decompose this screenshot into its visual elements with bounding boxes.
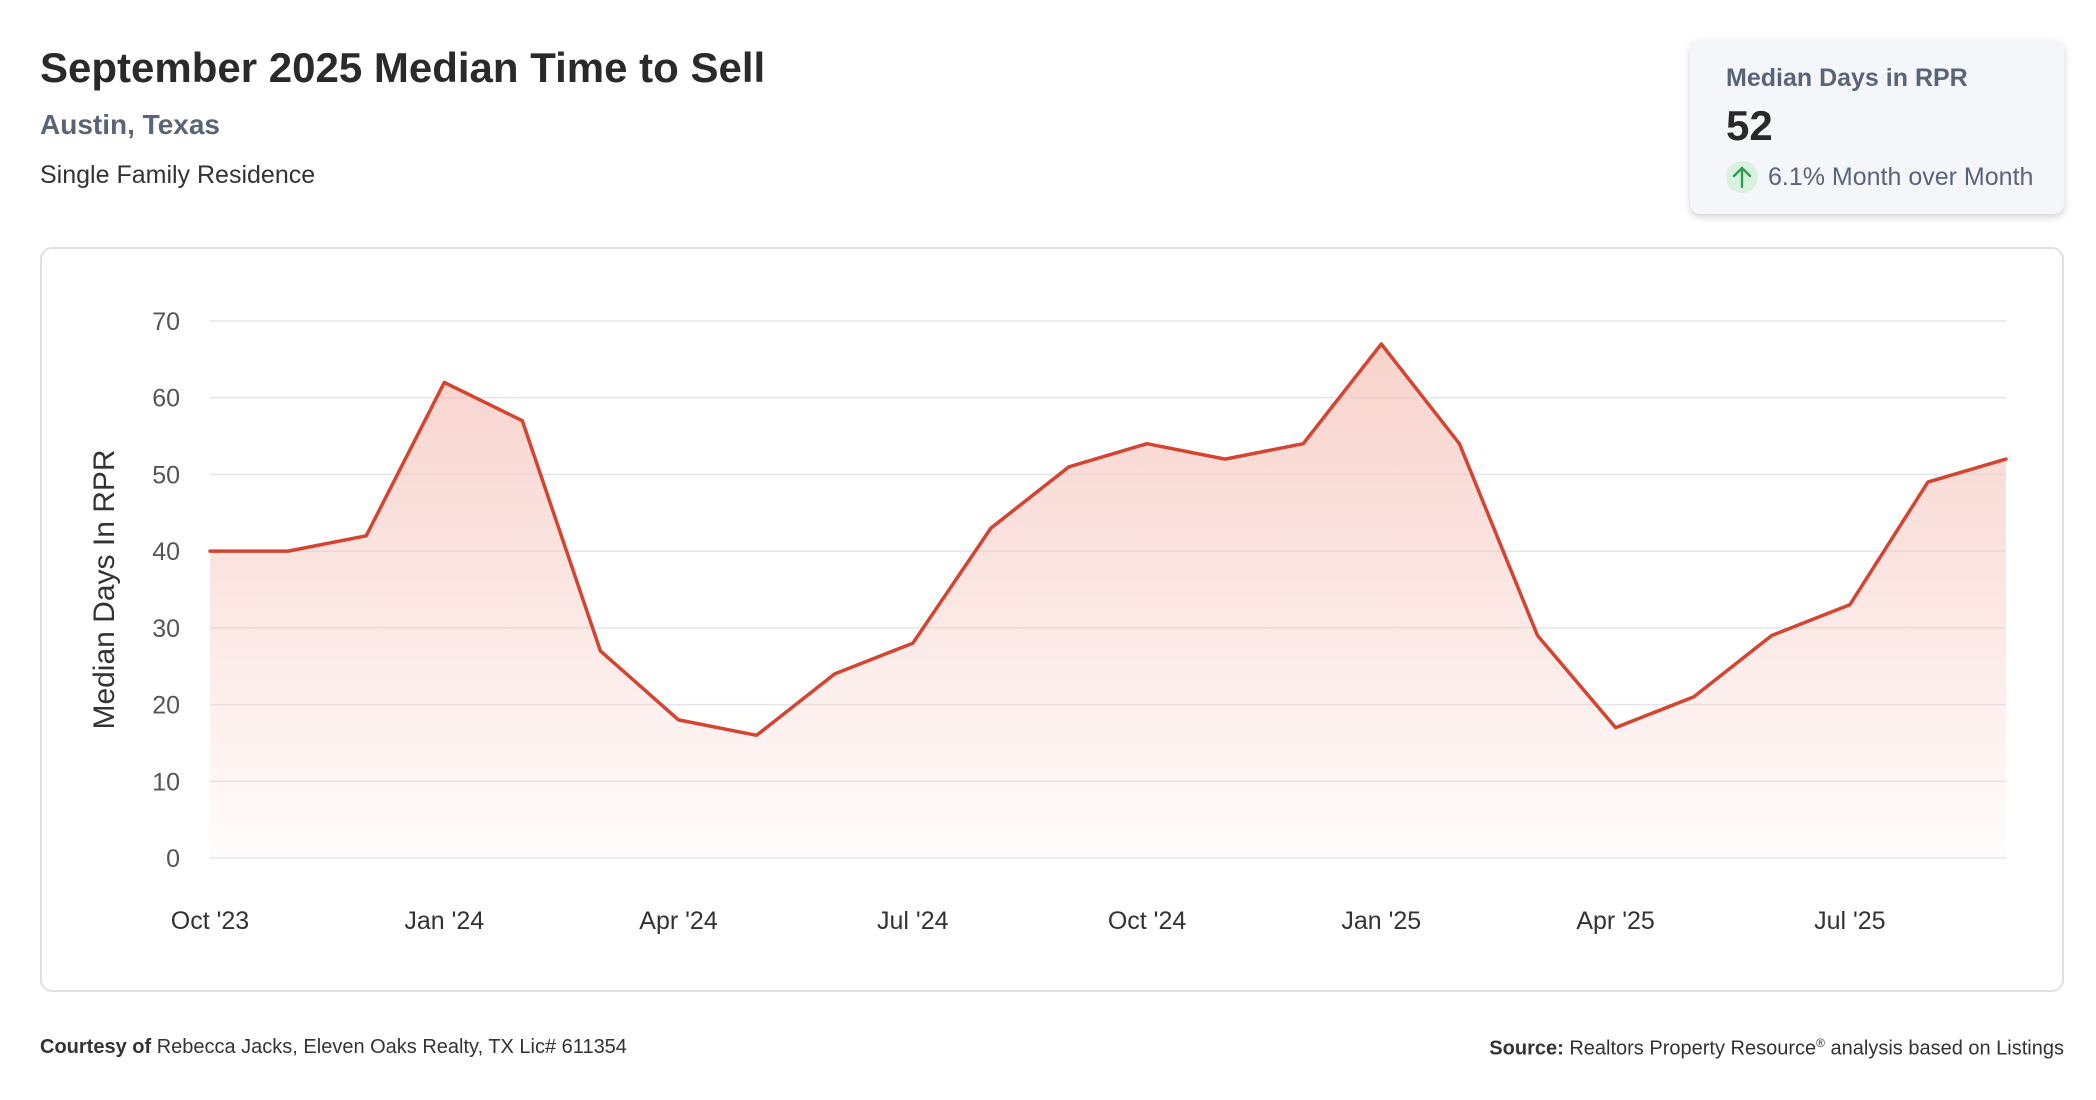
stat-value: 52 xyxy=(1726,102,1773,149)
chart-container: 0 10 20 30 40 50 60 70 Oct '23 Jan '24 Apr '24 Jul… xyxy=(40,247,2064,992)
page-title: September 2025 Median Time to Sell xyxy=(40,44,766,91)
stat-change: 6.1% Month over Month xyxy=(1726,161,2064,193)
location-subtitle: Austin, Texas xyxy=(40,109,220,140)
y-tick-label: 0 xyxy=(166,845,180,873)
y-axis-label: Median Days In RPR xyxy=(88,449,121,729)
x-tick-label: Jan '24 xyxy=(404,907,484,935)
median-days-stat-card: Median Days in RPR 52 6.1% Month over Mo… xyxy=(1690,40,2064,214)
source-text-2: analysis based on Listings xyxy=(1830,1037,2064,1060)
courtesy-footer: Courtesy of Rebecca Jacks, Eleven Oaks R… xyxy=(40,1036,627,1059)
stat-change-text: 6.1% Month over Month xyxy=(1768,162,2034,191)
y-tick-label: 50 xyxy=(152,461,180,489)
x-tick-label: Apr '25 xyxy=(1576,907,1654,935)
x-tick-label: Oct '24 xyxy=(1108,907,1187,935)
y-tick-label: 40 xyxy=(152,538,180,566)
stat-label: Median Days in RPR xyxy=(1726,64,1968,92)
x-tick-label: Apr '24 xyxy=(639,907,718,935)
courtesy-text: Rebecca Jacks, Eleven Oaks Realty, TX Li… xyxy=(156,1036,627,1058)
arrow-up-icon xyxy=(1726,161,1758,193)
property-type-label: Single Family Residence xyxy=(40,161,316,189)
x-tick-label: Jul '25 xyxy=(1814,907,1885,935)
source-text: Realtors Property Resource xyxy=(1569,1037,1817,1060)
courtesy-label: Courtesy of xyxy=(40,1036,152,1058)
source-label: Source: xyxy=(1489,1037,1564,1060)
x-tick-label: Oct '23 xyxy=(171,907,249,935)
x-tick-label: Jan '25 xyxy=(1341,907,1421,935)
y-tick-label: 10 xyxy=(152,768,180,796)
series-line xyxy=(208,342,2008,738)
y-tick-label: 60 xyxy=(152,385,180,413)
y-tick-label: 70 xyxy=(152,308,180,336)
y-tick-label: 20 xyxy=(152,692,180,720)
x-tick-label: Jul '24 xyxy=(877,907,949,935)
source-footer: Source: Realtors Property Resource® anal… xyxy=(1489,1036,2064,1061)
series-area xyxy=(210,344,2006,858)
median-days-chart: 0 10 20 30 40 50 60 70 Oct '23 Jan '24 Apr '24 Jul… xyxy=(88,308,2008,935)
y-tick-label: 30 xyxy=(152,615,180,643)
registered-mark: ® xyxy=(1816,1036,1825,1050)
